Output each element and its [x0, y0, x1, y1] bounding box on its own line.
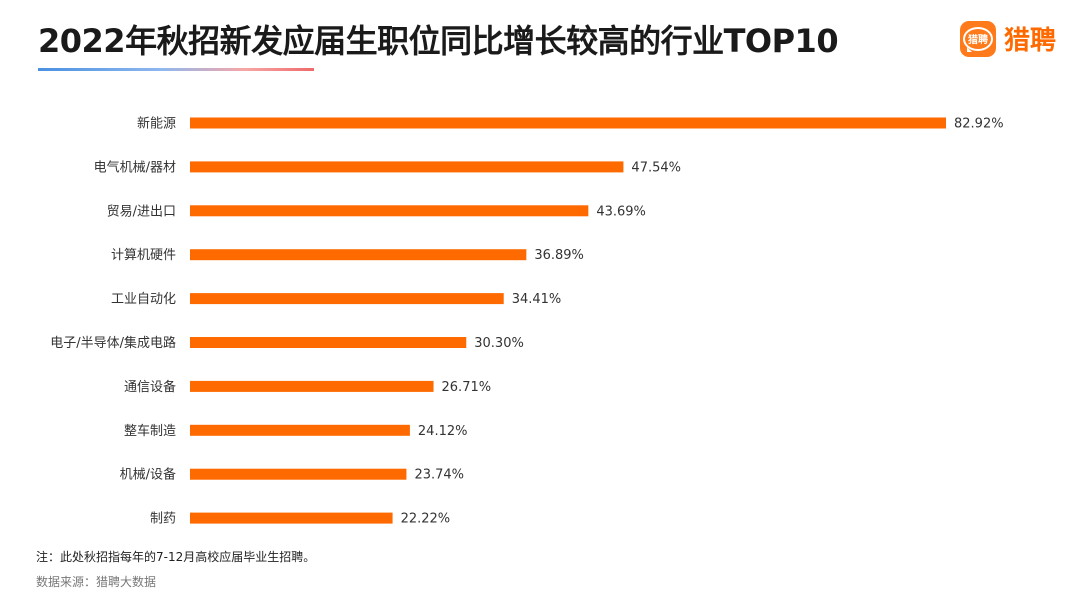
- value-label: 22.22%: [401, 512, 451, 527]
- category-label: 电子/半导体/集成电路: [50, 335, 176, 351]
- value-label: 82.92%: [954, 117, 1004, 132]
- category-label: 工业自动化: [111, 292, 176, 307]
- bar: [190, 161, 624, 173]
- category-label: 电气机械/器材: [94, 159, 176, 175]
- value-label: 43.69%: [596, 204, 646, 219]
- data-source: 数据来源：猎聘大数据: [36, 575, 157, 589]
- bar: [190, 424, 410, 436]
- bar: [190, 380, 434, 392]
- category-label: 制药: [150, 512, 176, 527]
- value-label: 30.30%: [474, 336, 524, 351]
- value-label: 24.12%: [418, 424, 468, 439]
- value-label: 26.71%: [442, 380, 492, 395]
- brand-name: 猎聘: [1003, 26, 1056, 56]
- category-label: 机械/设备: [120, 467, 176, 483]
- bar: [190, 205, 589, 217]
- page-title: 2022年秋招新发应届生职位同比增长较高的行业TOP10: [38, 22, 839, 60]
- value-label: 23.74%: [414, 468, 464, 483]
- bar: [190, 249, 527, 261]
- value-label: 36.89%: [534, 248, 584, 263]
- bar: [190, 512, 393, 524]
- bar: [190, 337, 467, 348]
- brand-icon-text: 猎聘: [962, 26, 993, 51]
- category-label: 通信设备: [124, 379, 176, 395]
- bar: [190, 468, 407, 480]
- category-label: 计算机硬件: [111, 248, 176, 263]
- bar: [190, 293, 504, 305]
- title-underline: [38, 68, 314, 71]
- category-label: 整车制造: [124, 423, 176, 439]
- footnote: 注：此处秋招指每年的7-12月高校应届毕业生招聘。: [36, 550, 316, 564]
- bar: [190, 117, 946, 129]
- value-label: 34.41%: [512, 292, 562, 307]
- category-label: 新能源: [137, 116, 176, 132]
- category-label: 贸易/进出口: [107, 204, 176, 219]
- liepin-logo-icon: 猎聘: [959, 20, 996, 57]
- brand-logo: 猎聘 猎聘: [959, 20, 1056, 57]
- value-label: 47.54%: [631, 160, 681, 175]
